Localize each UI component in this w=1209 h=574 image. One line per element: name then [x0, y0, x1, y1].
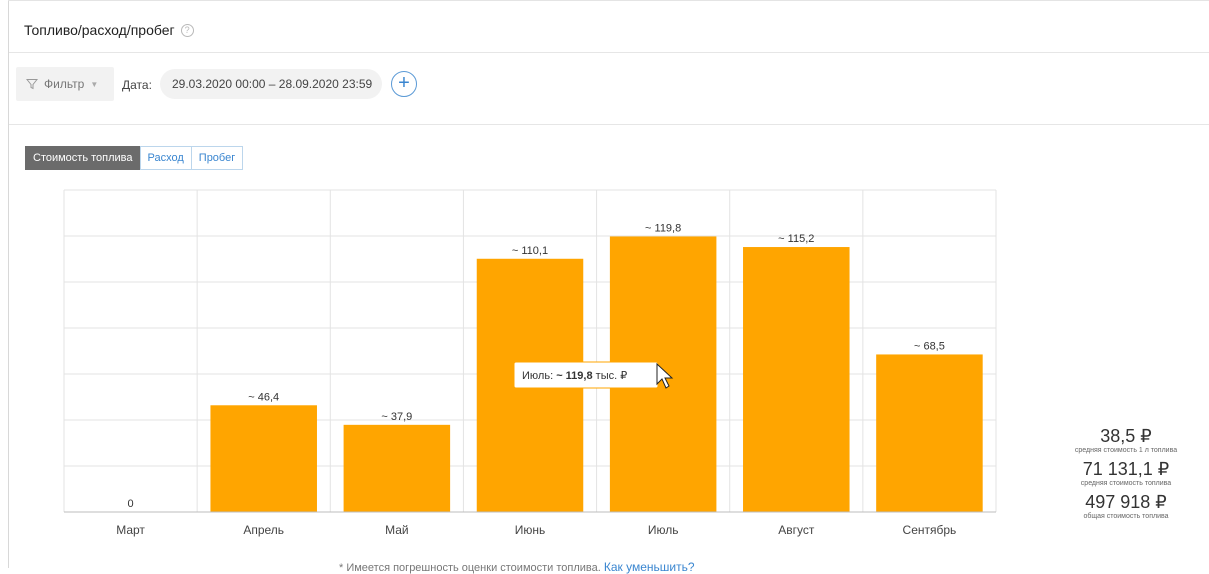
bar: [210, 405, 317, 512]
x-tick-label: Июль: [648, 523, 679, 537]
total-fuel-cost-value: 497 918 ₽: [1085, 492, 1167, 512]
x-tick-label: Август: [778, 523, 815, 537]
footnote-link[interactable]: Как уменьшить?: [603, 560, 695, 574]
chevron-down-icon: ▼: [90, 79, 99, 89]
panel-top-border: [8, 0, 1209, 1]
data-label: ~ 119,8: [645, 222, 681, 234]
tab-consumption[interactable]: Расход: [139, 146, 192, 170]
x-tick-label: Июнь: [515, 523, 546, 537]
filter-button[interactable]: Фильтр ▼: [16, 67, 114, 101]
data-label: ~ 37,9: [381, 411, 412, 423]
mouse-cursor-icon: [656, 362, 674, 389]
filter-icon: [26, 79, 38, 90]
tooltip-unit: тыс. ₽: [593, 370, 628, 382]
data-label: ~ 46,4: [248, 391, 279, 403]
x-tick-label: Сентябрь: [903, 523, 957, 537]
bar: [743, 247, 850, 513]
filter-label: Фильтр: [44, 77, 85, 91]
data-label: ~ 68,5: [914, 340, 945, 352]
footnote: * Имеется погрешность оценки стоимости т…: [339, 560, 695, 574]
plus-circle-icon[interactable]: +: [391, 71, 417, 97]
header-divider: [9, 52, 1209, 53]
x-tick-label: Апрель: [243, 523, 284, 537]
avg-price-per-liter-label: средняя стоимость 1 л топлива: [1074, 447, 1178, 454]
avg-price-per-liter-value: 38,5 ₽: [1100, 426, 1152, 446]
avg-fuel-cost-value: 71 131,1 ₽: [1082, 459, 1170, 479]
page-title: Топливо/расход/пробег: [24, 22, 175, 38]
panel-header: Топливо/расход/пробег ?: [24, 22, 194, 38]
toolbar-divider: [9, 124, 1209, 125]
x-tick-label: Март: [116, 523, 145, 537]
tooltip-text: Июль: ~ 119,8 тыс. ₽: [522, 370, 627, 382]
bar: [343, 424, 451, 512]
tooltip-value: ~ 119,8: [556, 370, 592, 382]
tab-fuel-cost[interactable]: Стоимость топлива: [25, 146, 141, 170]
date-label: Дата:: [122, 78, 152, 92]
tab-mileage[interactable]: Пробег: [190, 146, 244, 170]
chart-tabs: Стоимость топлива Расход Пробег: [25, 146, 244, 170]
date-range-field[interactable]: 29.03.2020 00:00 – 28.09.2020 23:59: [160, 69, 382, 99]
avg-fuel-cost-label: средняя стоимость топлива: [1080, 480, 1172, 487]
total-fuel-cost-label: общая стоимость топлива: [1083, 513, 1169, 520]
bar: [876, 354, 983, 512]
data-label: ~ 110,1: [512, 245, 548, 257]
question-circle-icon[interactable]: ?: [180, 23, 194, 37]
data-label: ~ 115,2: [778, 233, 814, 245]
panel-left-border: [8, 0, 9, 568]
x-tick-label: Май: [385, 523, 409, 537]
data-label: 0: [128, 498, 134, 510]
summary-stats: 38,5 ₽ средняя стоимость 1 л топлива 71 …: [1062, 426, 1190, 525]
footnote-text: * Имеется погрешность оценки стоимости т…: [339, 562, 604, 574]
tooltip-category: Июль:: [522, 370, 556, 382]
